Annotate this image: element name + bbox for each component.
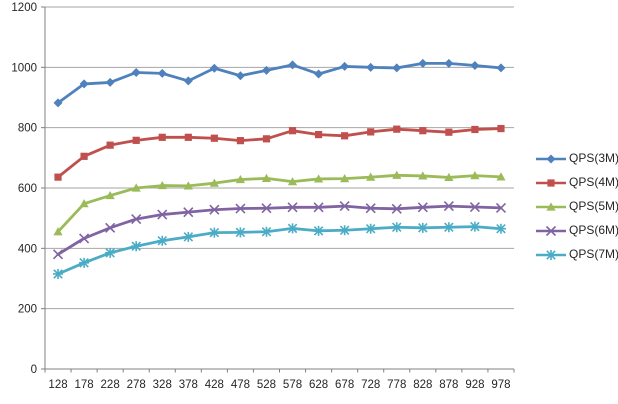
svg-text:878: 878 [439,379,458,391]
square-marker-icon [536,176,566,188]
svg-text:400: 400 [18,243,37,255]
svg-text:778: 778 [387,379,406,391]
svg-text:978: 978 [491,379,510,391]
triangle-marker-icon [536,200,566,212]
svg-text:428: 428 [205,379,224,391]
svg-text:128: 128 [48,379,67,391]
svg-text:478: 478 [231,379,250,391]
svg-text:278: 278 [127,379,146,391]
legend-item: QPS(6M) [536,218,618,242]
svg-text:378: 378 [179,379,198,391]
svg-text:528: 528 [257,379,276,391]
svg-text:178: 178 [74,379,93,391]
svg-text:328: 328 [153,379,172,391]
svg-text:0: 0 [31,364,37,376]
chart-legend: QPS(3M) QPS(4M) QPS(5M) QPS(6M) QPS(7M) [536,146,618,266]
svg-text:928: 928 [465,379,484,391]
legend-item: QPS(4M) [536,170,618,194]
svg-text:200: 200 [18,304,37,316]
legend-label: QPS(3M) [569,151,618,165]
legend-label: QPS(4M) [569,175,618,189]
legend-item: QPS(7M) [536,242,618,266]
svg-text:578: 578 [283,379,302,391]
svg-text:1200: 1200 [11,2,37,14]
svg-text:678: 678 [335,379,354,391]
svg-text:628: 628 [309,379,328,391]
x-marker-icon [536,224,566,237]
legend-label: QPS(7M) [569,247,618,261]
svg-text:600: 600 [18,183,37,195]
svg-text:800: 800 [18,123,37,135]
svg-text:1000: 1000 [11,62,37,74]
svg-text:828: 828 [413,379,432,391]
asterisk-marker-icon [536,248,566,260]
svg-text:728: 728 [361,379,380,391]
diamond-marker-icon [536,152,566,164]
legend-item: QPS(5M) [536,194,618,218]
legend-label: QPS(6M) [569,223,618,237]
svg-text:228: 228 [101,379,120,391]
legend-label: QPS(5M) [569,199,618,213]
legend-item: QPS(3M) [536,146,618,170]
